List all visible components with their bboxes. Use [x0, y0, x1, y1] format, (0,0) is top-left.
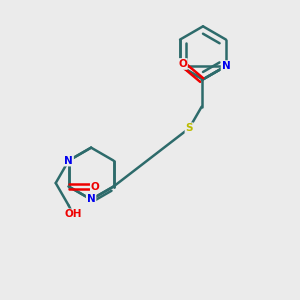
Text: N: N [64, 156, 73, 166]
Text: O: O [178, 59, 187, 69]
Text: N: N [222, 61, 230, 71]
Text: OH: OH [64, 209, 82, 219]
Text: N: N [87, 194, 95, 205]
Text: O: O [91, 182, 100, 191]
Text: S: S [185, 123, 193, 133]
